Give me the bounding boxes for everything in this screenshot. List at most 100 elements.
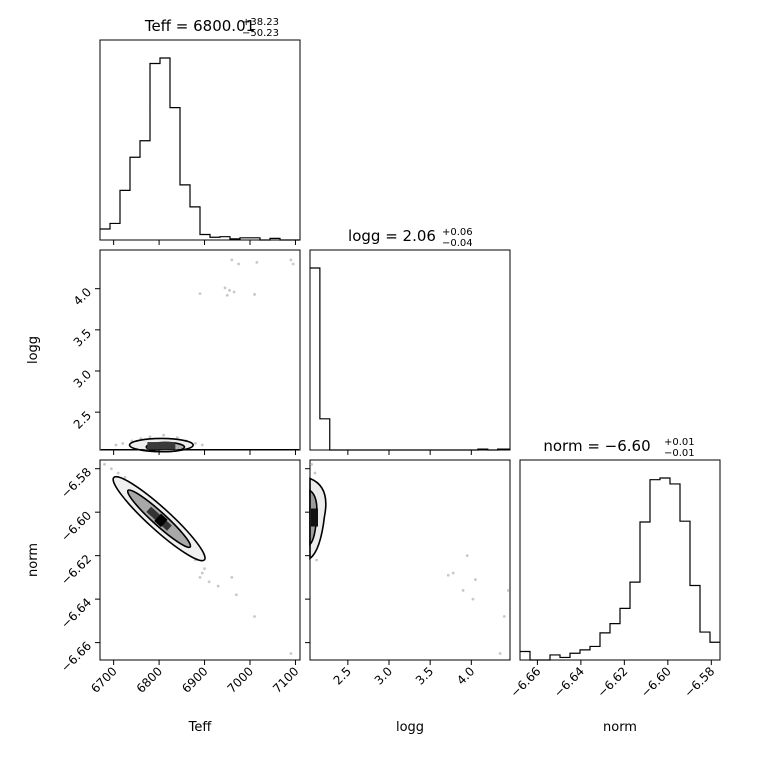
ytick-label-logg: 4.0 bbox=[71, 285, 94, 308]
scatter-point-Teff_logg bbox=[228, 288, 231, 292]
scatter-point-Teff_logg bbox=[255, 260, 259, 264]
xtick-label-logg: 3.0 bbox=[372, 664, 395, 687]
ytick-label-norm: −6.60 bbox=[58, 508, 94, 544]
scatter-point-Teff_logg bbox=[114, 443, 118, 447]
ytick-label-logg: 2.5 bbox=[71, 408, 94, 431]
xtick-label-Teff: 7100 bbox=[270, 664, 301, 695]
scatter-point-Teff_logg bbox=[194, 442, 197, 445]
scatter-point-Teff_norm bbox=[216, 584, 220, 588]
ytick-label-norm: −6.66 bbox=[58, 639, 94, 675]
title-teff-minus: −50.23 bbox=[242, 28, 279, 39]
scatter-point-Teff_logg bbox=[225, 293, 229, 297]
title-norm-label: norm = bbox=[543, 437, 604, 455]
scatter-point-Teff_norm bbox=[207, 580, 211, 584]
xtick-label-Teff: 7000 bbox=[225, 664, 256, 695]
xtick-label-norm: −6.62 bbox=[595, 664, 631, 700]
xtick-label-logg: 2.5 bbox=[331, 664, 354, 687]
scatter-point-Teff_logg bbox=[232, 290, 236, 294]
scatter-point-Teff_logg bbox=[289, 258, 293, 262]
ylabel-logg: logg bbox=[26, 336, 41, 364]
scatter-point-logg_norm bbox=[471, 597, 475, 601]
density-peak-teff-norm bbox=[154, 513, 168, 528]
panel-frame-Teff-logg bbox=[99, 249, 301, 451]
scatter-point-Teff_logg bbox=[237, 262, 241, 266]
ytick-label-norm: −6.58 bbox=[58, 465, 94, 501]
histogram-logg bbox=[310, 267, 510, 451]
scatter-point-Teff_norm bbox=[230, 575, 234, 579]
ytick-label-norm: −6.64 bbox=[58, 595, 94, 631]
scatter-point-logg_norm bbox=[474, 578, 477, 581]
xtick-label-Teff: 6700 bbox=[88, 664, 119, 695]
scatter-point-logg_norm bbox=[315, 558, 318, 562]
scatter-point-logg_norm bbox=[498, 652, 502, 655]
ytick-label-logg: 3.0 bbox=[71, 367, 94, 390]
panel-frame-Teff-Teff bbox=[99, 39, 301, 241]
scatter-point-Teff_norm bbox=[123, 475, 127, 479]
scatter-point-Teff_logg bbox=[200, 443, 204, 447]
title-norm: norm = −6.60 bbox=[543, 437, 650, 455]
xtick-label-logg: 4.0 bbox=[454, 664, 477, 687]
density-core-teff-logg bbox=[147, 442, 176, 450]
title-teff: Teff = 6800.01 bbox=[144, 17, 255, 35]
scatter-point-Teff_logg bbox=[162, 433, 166, 437]
scatter-point-Teff_norm bbox=[116, 471, 120, 475]
title-teff-plus: +38.23 bbox=[242, 17, 279, 28]
title-logg-minus: −0.04 bbox=[442, 238, 473, 249]
xtick-label-logg: 3.5 bbox=[413, 664, 436, 687]
xlabel-logg: logg bbox=[396, 720, 424, 735]
xtick-label-Teff: 6900 bbox=[179, 664, 210, 695]
xtick-label-Teff: 6800 bbox=[134, 664, 165, 695]
xtick-label-norm: −6.66 bbox=[508, 664, 544, 700]
scatter-point-logg_norm bbox=[465, 554, 469, 558]
scatter-point-Teff_norm bbox=[203, 567, 206, 571]
scatter-point-logg_norm bbox=[451, 571, 455, 575]
histogram-norm bbox=[520, 477, 720, 661]
histogram-Teff bbox=[100, 57, 300, 241]
scatter-point-Teff_logg bbox=[175, 436, 179, 440]
panel-frame-norm-norm bbox=[519, 459, 721, 661]
title-norm-plus: +0.01 bbox=[664, 437, 695, 448]
title-teff-median: 6800.01 bbox=[193, 17, 255, 35]
title-norm-minus: −0.01 bbox=[664, 448, 695, 459]
panel-clip-teff-logg bbox=[101, 449, 299, 450]
title-logg-median: 2.06 bbox=[403, 227, 436, 245]
scatter-point-logg_norm bbox=[461, 589, 465, 592]
ytick-label-norm: −6.62 bbox=[58, 552, 94, 588]
scatter-point-Teff_logg bbox=[253, 293, 256, 296]
ylabel-norm: norm bbox=[26, 543, 41, 577]
scatter-point-Teff_logg bbox=[198, 292, 202, 296]
title-logg-label: logg = bbox=[348, 227, 403, 245]
scatter-point-logg_norm bbox=[502, 615, 506, 618]
panel-frame-Teff-norm bbox=[99, 459, 301, 661]
ytick-label-logg: 3.5 bbox=[71, 326, 94, 349]
title-teff-label: Teff = bbox=[144, 17, 193, 35]
scatter-point-Teff_norm bbox=[253, 615, 256, 618]
scatter-point-Teff_logg bbox=[230, 258, 234, 262]
title-logg-plus: +0.06 bbox=[442, 227, 473, 238]
scatter-point-Teff_norm bbox=[234, 593, 238, 597]
title-logg: logg = 2.06 bbox=[348, 227, 436, 245]
scatter-point-Teff_logg bbox=[121, 442, 125, 445]
scatter-point-Teff_logg bbox=[148, 435, 152, 439]
density-core-logg-norm bbox=[311, 508, 318, 527]
panel-frame-logg-logg bbox=[309, 249, 511, 451]
xtick-label-norm: −6.58 bbox=[682, 664, 718, 700]
scatter-point-Teff_norm bbox=[198, 575, 202, 579]
xtick-label-norm: −6.60 bbox=[638, 664, 674, 700]
scatter-point-Teff_logg bbox=[291, 262, 295, 266]
scatter-point-Teff_logg bbox=[223, 286, 227, 290]
density-group-teff-norm bbox=[112, 475, 206, 562]
title-norm-median: −6.60 bbox=[605, 437, 651, 455]
scatter-point-logg_norm bbox=[506, 589, 510, 592]
xlabel-teff: Teff bbox=[188, 720, 213, 735]
scatter-point-Teff_norm bbox=[103, 462, 106, 466]
scatter-point-Teff_norm bbox=[200, 571, 204, 575]
scatter-point-Teff_norm bbox=[289, 652, 293, 655]
xlabel-norm: norm bbox=[603, 720, 637, 735]
scatter-point-logg_norm bbox=[313, 471, 317, 475]
scatter-point-logg_norm bbox=[310, 462, 314, 466]
xtick-label-norm: −6.64 bbox=[551, 664, 587, 700]
scatter-point-logg_norm bbox=[446, 573, 450, 577]
panel-frame-logg-norm bbox=[309, 459, 511, 661]
scatter-point-Teff_norm bbox=[109, 467, 113, 471]
